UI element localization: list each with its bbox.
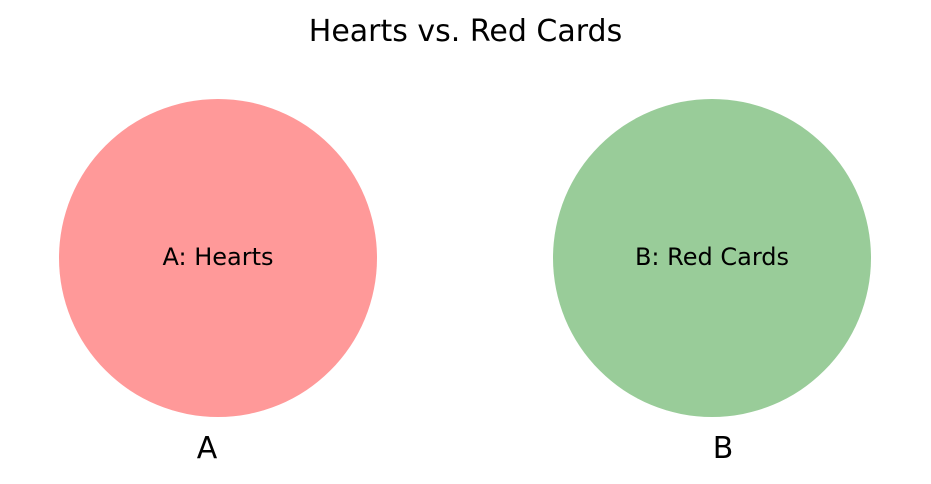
set-b-label: B (713, 431, 734, 466)
set-b-circle (553, 99, 871, 417)
set-a-label: A (197, 431, 218, 466)
set-b-region-label: B: Red Cards (635, 243, 789, 271)
set-a-circle (59, 99, 377, 417)
diagram-title: Hearts vs. Red Cards (308, 14, 623, 49)
set-a-region-label: A: Hearts (162, 243, 273, 271)
